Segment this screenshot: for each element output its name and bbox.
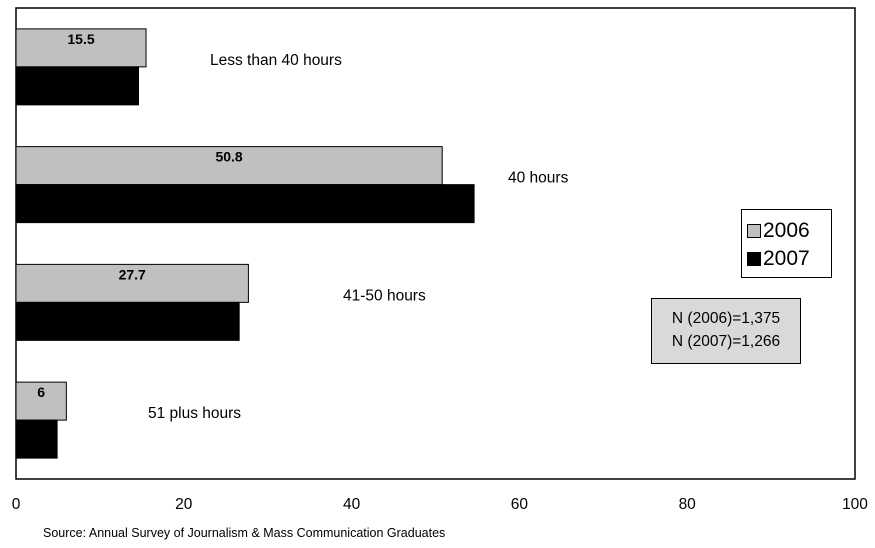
sample-size-box: N (2006)=1,375 N (2007)=1,266	[651, 298, 801, 364]
legend-item-2007: 2007	[747, 246, 810, 272]
x-tick-label-0: 0	[12, 496, 21, 513]
bar-2007-2	[15, 184, 475, 224]
x-tick-label-20: 20	[175, 496, 193, 513]
legend-label-2006: 2006	[763, 219, 810, 242]
data-label-2006-3: 27.7	[119, 266, 146, 282]
category-label-3: 41-50 hours	[343, 287, 426, 304]
bar-2007-4	[15, 419, 58, 459]
x-tick-label-40: 40	[343, 496, 361, 513]
sample-size-2006: N (2006)=1,375	[671, 310, 781, 327]
chart-legend: 2006 2007	[741, 209, 832, 278]
bar-2007-3	[15, 301, 240, 341]
bar-2006-4	[15, 381, 67, 421]
data-label-2006-1: 15.5	[67, 31, 94, 47]
legend-label-2007: 2007	[763, 247, 810, 270]
plot-area-frame	[15, 7, 856, 480]
x-tick-label-60: 60	[511, 496, 529, 513]
data-label-2006-2: 50.8	[215, 149, 242, 165]
data-label-2006-4: 6	[37, 384, 45, 400]
bar-2007-1	[15, 66, 139, 106]
x-tick-label-100: 100	[842, 496, 868, 513]
bar-2006-3	[15, 263, 249, 303]
category-label-1: Less than 40 hours	[210, 52, 342, 69]
x-tick-label-80: 80	[679, 496, 697, 513]
chart-source: Source: Annual Survey of Journalism & Ma…	[43, 526, 446, 540]
category-label-4: 51 plus hours	[148, 405, 241, 422]
legend-swatch-2007	[747, 252, 761, 266]
category-label-2: 40 hours	[508, 170, 569, 187]
legend-swatch-2006	[747, 224, 761, 238]
legend-item-2006: 2006	[747, 218, 810, 244]
sample-size-2007: N (2007)=1,266	[671, 333, 781, 350]
